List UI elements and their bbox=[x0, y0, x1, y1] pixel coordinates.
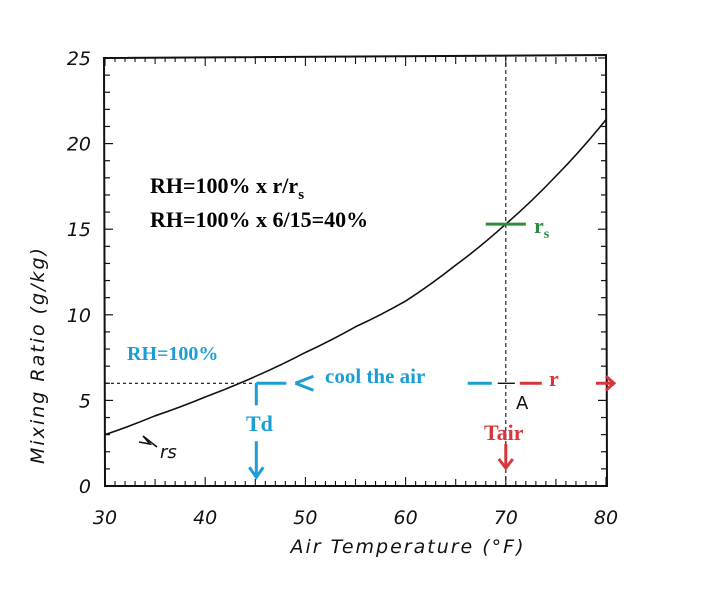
curve-rs-label: rs bbox=[160, 442, 177, 463]
y-tick-label: 10 bbox=[67, 305, 91, 327]
red-arrow-right bbox=[595, 375, 617, 392]
curve-label-pointer bbox=[138, 435, 158, 448]
x-tick-label: 30 bbox=[93, 507, 117, 529]
y-tick-label: 20 bbox=[67, 134, 91, 156]
x-tick-label: 50 bbox=[293, 507, 317, 529]
axes bbox=[102, 53, 609, 487]
cool-the-air-label: cool the air bbox=[325, 364, 425, 388]
rh-100-label: RH=100% bbox=[127, 343, 218, 365]
ticks bbox=[104, 57, 607, 487]
guide-lines bbox=[105, 56, 507, 486]
blue-arrow-left bbox=[294, 374, 314, 392]
rs-label: rs bbox=[534, 213, 550, 242]
curve-layer bbox=[104, 119, 617, 480]
point-a-label: A bbox=[516, 393, 529, 414]
td-label: Td bbox=[246, 411, 273, 436]
y-tick-label: 5 bbox=[79, 390, 91, 412]
x-tick-label: 80 bbox=[594, 507, 618, 529]
tair-label: Tair bbox=[484, 420, 524, 445]
x-tick-label: 40 bbox=[193, 507, 217, 529]
formula-line-2: RH=100% x 6/15=40% bbox=[150, 207, 368, 232]
tick-labels: 30 40 50 60 70 80 0 5 10 15 20 25 bbox=[67, 48, 618, 529]
r-label: r bbox=[549, 366, 559, 391]
y-tick-label: 25 bbox=[67, 48, 91, 70]
saturation-mixing-ratio-curve bbox=[104, 119, 607, 436]
td-arrow-down bbox=[248, 441, 265, 480]
y-axis-title: Mixing Ratio (g/kg) bbox=[27, 246, 49, 464]
x-tick-label: 70 bbox=[494, 507, 518, 529]
plot-frame bbox=[102, 53, 609, 487]
x-axis-title: Air Temperature (°F) bbox=[288, 536, 525, 558]
tair-arrow-down bbox=[497, 444, 514, 471]
formula-line-1: RH=100% x r/rs bbox=[150, 173, 304, 203]
y-tick-label: 15 bbox=[67, 219, 91, 241]
x-tick-label: 60 bbox=[394, 507, 418, 529]
y-tick-label: 0 bbox=[79, 476, 91, 498]
